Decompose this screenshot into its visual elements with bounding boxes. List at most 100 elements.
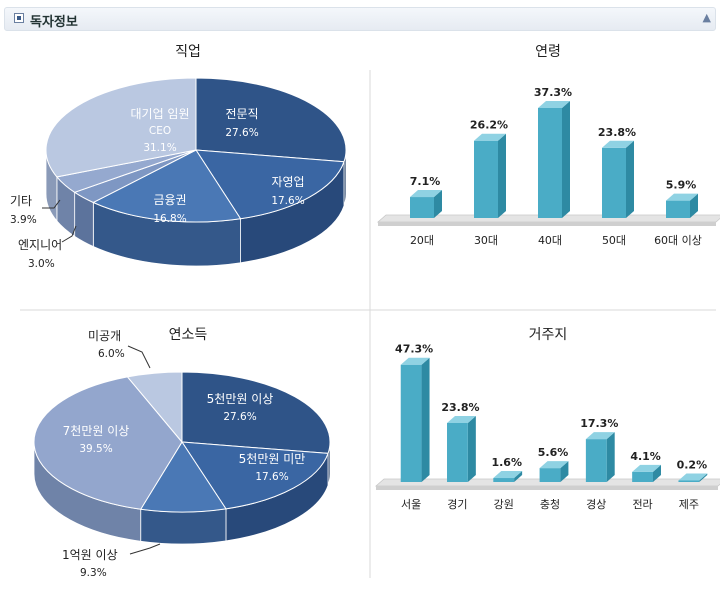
age-bar-0 <box>410 197 434 218</box>
age-value-label-4: 5.9% <box>666 179 697 192</box>
slice-pct-over50m: 27.6% <box>223 411 256 423</box>
leader-line-engineer <box>61 225 77 243</box>
occupation-slice-1 <box>195 149 345 220</box>
residence-bar-side-2 <box>514 471 523 482</box>
slice-pct-selfemployed: 17.6% <box>271 195 304 207</box>
residence-tick-label-3: 충청 <box>540 498 560 511</box>
age-bar-top-4 <box>666 193 698 201</box>
slice-label-other: 기타 <box>10 194 32 208</box>
slice-pct-under50m: 17.6% <box>255 471 288 483</box>
residence-bar-side-1 <box>467 415 476 482</box>
occupation-slice-5 <box>45 77 197 178</box>
age-bar-top-3 <box>602 140 634 148</box>
slice-pct-engineer: 3.0% <box>28 258 55 270</box>
residence-tick-label-2: 강원 <box>494 498 514 511</box>
age-bar-side-3 <box>626 140 634 218</box>
occupation-labels: 전문직 27.6% 자영업 17.6% 금융권 16.8% 대기업 임원 CEO… <box>10 107 305 270</box>
residence-bar-0 <box>400 364 422 482</box>
slice-pct-over100m: 9.3% <box>80 567 107 579</box>
age-bar-1 <box>474 140 498 218</box>
section-bullet-icon <box>14 13 24 23</box>
residence-bar-side-0 <box>421 357 430 482</box>
age-bar-top-0 <box>410 190 442 198</box>
slice-label-executive: 대기업 임원 <box>130 107 189 121</box>
slice-pct-over70m: 39.5% <box>79 443 112 455</box>
occupation-pie-chart <box>45 77 347 267</box>
residence-bar-chart: 47.3% 서울 23.8% 경기 1.6% 강원 5.6% 충청 17.3% 경상 4.1% 전라 0… <box>374 343 720 511</box>
residence-bar-top-4 <box>585 432 615 440</box>
residence-bar-4 <box>585 439 607 482</box>
age-chart-title: 연령 <box>535 44 561 60</box>
residence-bar-top-6 <box>678 473 708 481</box>
slice-label-over50m: 5천만원 이상 <box>207 391 274 406</box>
residence-tick-label-5: 전라 <box>632 498 652 511</box>
residence-value-label-4: 17.3% <box>580 417 618 430</box>
residence-bar-top-5 <box>632 464 661 472</box>
leader-line-other <box>42 199 61 209</box>
residence-bar-top-0 <box>400 357 430 365</box>
slice-pct-other: 3.9% <box>10 214 37 226</box>
residence-bar-side-3 <box>560 461 569 482</box>
residence-bar-1 <box>447 422 468 482</box>
age-bar-top-1 <box>474 133 506 141</box>
residence-bar-top-1 <box>447 415 476 423</box>
age-value-label-1: 26.2% <box>470 119 508 132</box>
age-tick-label-1: 30대 <box>474 234 498 247</box>
slice-label-over70m: 7천만원 이상 <box>63 423 130 438</box>
slice-label-engineer: 엔지니어 <box>18 238 62 252</box>
income-labels: 5천만원 이상 27.6% 5천만원 미만 17.6% 7천만원 이상 39.5… <box>62 329 305 579</box>
age-bar-4 <box>666 200 690 218</box>
age-tick-label-0: 20대 <box>410 234 434 247</box>
residence-value-label-1: 23.8% <box>441 401 479 414</box>
slice-pct-finance: 16.8% <box>153 213 186 225</box>
income-slice-1 <box>181 441 329 510</box>
residence-value-label-5: 4.1% <box>630 450 661 463</box>
age-value-label-3: 23.8% <box>598 126 636 139</box>
residence-value-label-0: 47.3% <box>395 343 433 356</box>
residence-value-label-6: 0.2% <box>677 459 708 472</box>
slice-label-professional: 전문직 <box>225 107 258 121</box>
occupation-slice-0 <box>195 77 347 163</box>
slice-pct-executive: 31.1% <box>143 142 176 154</box>
residence-tick-label-4: 경상 <box>586 498 606 511</box>
residence-bar-2 <box>493 478 515 482</box>
age-value-label-0: 7.1% <box>410 175 441 188</box>
age-bar-2 <box>538 107 562 218</box>
income-chart-title: 연소득 <box>169 327 208 343</box>
income-slice-2 <box>139 441 227 513</box>
age-floor-edge <box>378 222 716 226</box>
residence-chart-title: 거주지 <box>529 327 568 343</box>
residence-tick-label-6: 제주 <box>679 498 699 511</box>
age-bar-side-1 <box>498 133 506 218</box>
residence-bar-side-6 <box>699 473 708 482</box>
age-bar-chart: 7.1% 20대 26.2% 30대 37.3% 40대 23.8% 50대 5.9% 60대 이… <box>376 86 720 247</box>
slice-pct-professional: 27.6% <box>225 127 258 139</box>
residence-bar-top-2 <box>493 471 523 479</box>
residence-value-label-2: 1.6% <box>491 456 522 469</box>
slice-label-undisclosed: 미공개 <box>88 329 121 343</box>
slice-label-finance: 금융권 <box>153 193 186 207</box>
income-slice-0 <box>181 371 331 454</box>
age-bar-side-0 <box>434 190 442 218</box>
slice-label-under50m: 5천만원 미만 <box>239 451 306 466</box>
leader-line-undisclosed <box>127 345 151 369</box>
residence-bar-3 <box>539 468 561 482</box>
age-value-label-2: 37.3% <box>534 86 572 99</box>
collapse-arrow-icon[interactable]: ▲ <box>702 11 711 24</box>
leader-line-over100m <box>129 543 161 555</box>
residence-bar-side-5 <box>652 464 661 482</box>
income-slice-4 <box>126 371 183 444</box>
slice-pct-undisclosed: 6.0% <box>98 348 125 360</box>
residence-bar-side-4 <box>606 432 615 482</box>
residence-tick-label-0: 서울 <box>401 498 421 511</box>
age-tick-label-3: 50대 <box>602 234 626 247</box>
age-tick-label-2: 40대 <box>538 234 562 247</box>
income-slice-side-2 <box>140 508 227 545</box>
age-bar-top-2 <box>538 100 570 108</box>
income-slice-3 <box>33 376 183 510</box>
age-bar-side-4 <box>690 193 698 218</box>
residence-bar-top-3 <box>539 461 569 469</box>
age-bar-3 <box>602 147 626 218</box>
section-header: 독자정보 ▲ <box>4 7 716 31</box>
